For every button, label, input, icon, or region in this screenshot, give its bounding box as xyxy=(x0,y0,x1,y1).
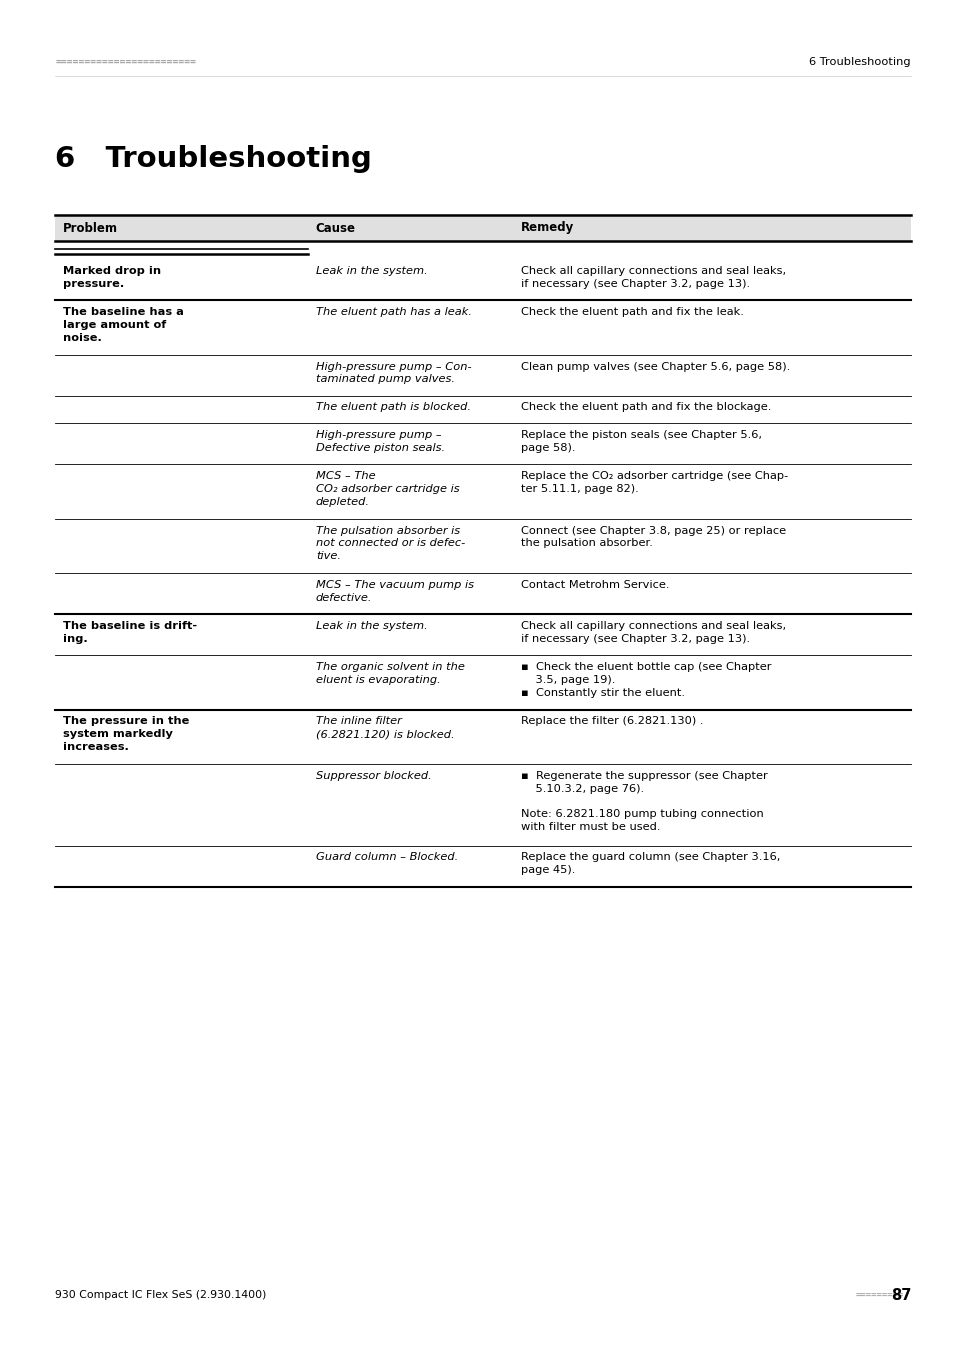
Text: High-pressure pump – Con-
taminated pump valves.: High-pressure pump – Con- taminated pump… xyxy=(315,362,471,385)
Text: High-pressure pump –
Defective piston seals.: High-pressure pump – Defective piston se… xyxy=(315,431,444,452)
Text: Check all capillary connections and seal leaks,
if necessary (see Chapter 3.2, p: Check all capillary connections and seal… xyxy=(520,266,785,289)
Bar xyxy=(55,215,910,242)
Text: Check the eluent path and fix the blockage.: Check the eluent path and fix the blocka… xyxy=(520,402,771,413)
Text: Suppressor blocked.: Suppressor blocked. xyxy=(315,771,431,782)
Text: The baseline has a
large amount of
noise.: The baseline has a large amount of noise… xyxy=(63,306,184,343)
Text: Guard column – Blocked.: Guard column – Blocked. xyxy=(315,852,457,863)
Text: Remedy: Remedy xyxy=(520,221,574,235)
Text: 930 Compact IC Flex SeS (2.930.1400): 930 Compact IC Flex SeS (2.930.1400) xyxy=(55,1291,267,1300)
Text: MCS – The
CO₂ adsorber cartridge is
depleted.: MCS – The CO₂ adsorber cartridge is depl… xyxy=(315,471,459,506)
Text: 6 Troubleshooting: 6 Troubleshooting xyxy=(808,57,910,68)
Text: The pressure in the
system markedly
increases.: The pressure in the system markedly incr… xyxy=(63,717,190,752)
Text: ▪  Check the eluent bottle cap (see Chapter
    3.5, page 19).
▪  Constantly sti: ▪ Check the eluent bottle cap (see Chapt… xyxy=(520,662,771,698)
Text: Problem: Problem xyxy=(63,221,118,235)
Text: MCS – The vacuum pump is
defective.: MCS – The vacuum pump is defective. xyxy=(315,580,474,603)
Text: ========================: ======================== xyxy=(55,57,196,68)
Text: The inline filter
(6.2821.120) is blocked.: The inline filter (6.2821.120) is blocke… xyxy=(315,717,454,740)
Text: Cause: Cause xyxy=(315,221,355,235)
Text: Replace the CO₂ adsorber cartridge (see Chap-
ter 5.11.1, page 82).: Replace the CO₂ adsorber cartridge (see … xyxy=(520,471,787,494)
Text: The eluent path has a leak.: The eluent path has a leak. xyxy=(315,306,472,317)
Text: The organic solvent in the
eluent is evaporating.: The organic solvent in the eluent is eva… xyxy=(315,662,464,684)
Text: Marked drop in
pressure.: Marked drop in pressure. xyxy=(63,266,161,289)
Text: The eluent path is blocked.: The eluent path is blocked. xyxy=(315,402,470,413)
Text: Check the eluent path and fix the leak.: Check the eluent path and fix the leak. xyxy=(520,306,743,317)
Text: Connect (see Chapter 3.8, page 25) or replace
the pulsation absorber.: Connect (see Chapter 3.8, page 25) or re… xyxy=(520,525,785,548)
Text: Clean pump valves (see Chapter 5.6, page 58).: Clean pump valves (see Chapter 5.6, page… xyxy=(520,362,790,371)
Text: Replace the filter (6.2821.130) .: Replace the filter (6.2821.130) . xyxy=(520,717,703,726)
Text: =========: ========= xyxy=(855,1291,903,1300)
Text: Leak in the system.: Leak in the system. xyxy=(315,266,427,275)
Text: The baseline is drift-
ing.: The baseline is drift- ing. xyxy=(63,621,197,644)
Text: Replace the guard column (see Chapter 3.16,
page 45).: Replace the guard column (see Chapter 3.… xyxy=(520,852,780,875)
Text: 6   Troubleshooting: 6 Troubleshooting xyxy=(55,144,372,173)
Text: Contact Metrohm Service.: Contact Metrohm Service. xyxy=(520,580,669,590)
Text: Leak in the system.: Leak in the system. xyxy=(315,621,427,630)
Text: 87: 87 xyxy=(890,1288,910,1303)
Text: ▪  Regenerate the suppressor (see Chapter
    5.10.3.2, page 76).

Note: 6.2821.: ▪ Regenerate the suppressor (see Chapter… xyxy=(520,771,767,832)
Text: Check all capillary connections and seal leaks,
if necessary (see Chapter 3.2, p: Check all capillary connections and seal… xyxy=(520,621,785,644)
Text: Replace the piston seals (see Chapter 5.6,
page 58).: Replace the piston seals (see Chapter 5.… xyxy=(520,431,761,452)
Text: The pulsation absorber is
not connected or is defec-
tive.: The pulsation absorber is not connected … xyxy=(315,525,464,562)
